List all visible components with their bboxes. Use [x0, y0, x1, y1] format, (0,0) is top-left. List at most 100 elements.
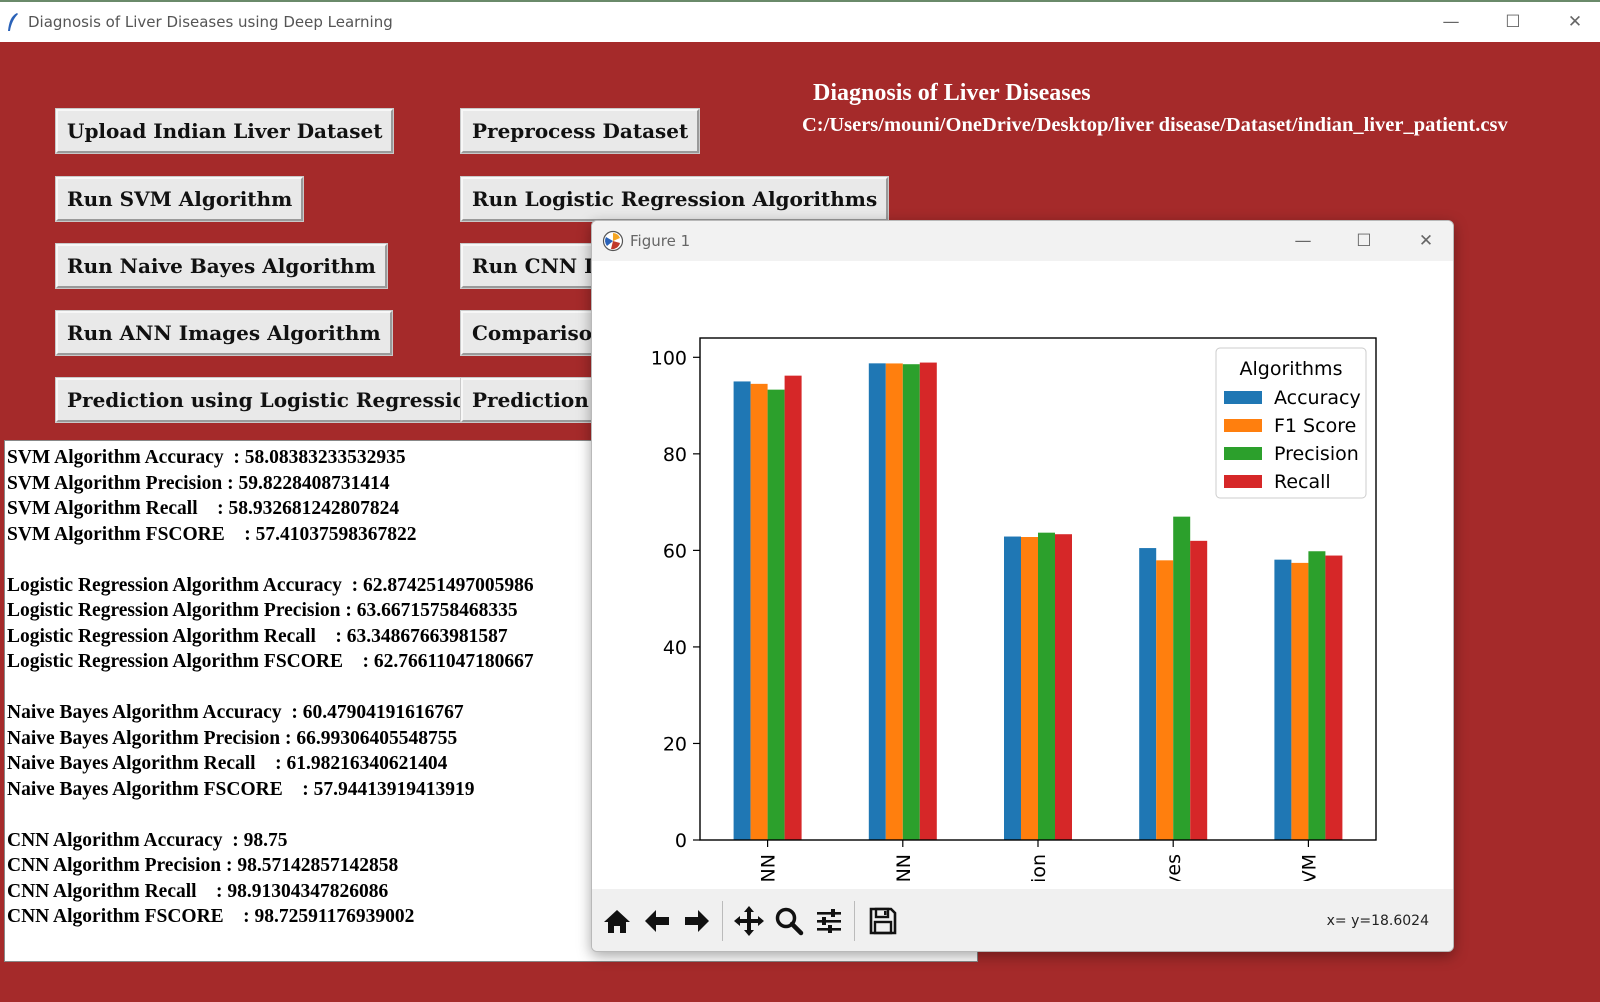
x-tick-label: Bayes [1163, 854, 1185, 881]
x-tick-label: SVM [1298, 854, 1320, 881]
predict-logistic-button[interactable]: Prediction using Logistic Regression [54, 377, 493, 423]
close-icon: ✕ [1418, 231, 1434, 251]
result-line: Naive Bayes Algorithm Recall : 61.982163… [7, 753, 448, 774]
legend-swatch [1224, 391, 1262, 404]
bar [885, 363, 903, 840]
result-line: Logistic Regression Algorithm FSCORE : 6… [7, 651, 534, 672]
result-line: CNN Algorithm Accuracy : 98.75 [7, 829, 288, 851]
maximize-icon: ☐ [1356, 231, 1372, 251]
figure-close-button[interactable]: ✕ [1397, 221, 1453, 261]
result-line: SVM Algorithm Accuracy : 58.083832335329… [7, 447, 406, 468]
back-button[interactable] [638, 901, 676, 941]
y-tick-label: 40 [663, 637, 687, 659]
preprocess-button[interactable]: Preprocess Dataset [459, 108, 701, 154]
minimize-icon: — [1294, 231, 1312, 251]
zoom-icon [775, 907, 804, 936]
bar [1274, 559, 1292, 840]
configure-icon [817, 909, 841, 933]
bar [1190, 540, 1208, 840]
bar [1156, 560, 1174, 840]
bar [919, 362, 937, 840]
bar [1308, 551, 1326, 840]
result-line: SVM Algorithm Precision : 59.82284087314… [7, 472, 390, 494]
result-line: Logistic Regression Algorithm Precision … [7, 600, 518, 621]
result-line: CNN Algorithm Precision : 98.57142857142… [7, 855, 399, 876]
page-title: Diagnosis of Liver Diseases [813, 80, 1091, 106]
home-button[interactable] [598, 901, 636, 941]
y-tick-label: 100 [651, 347, 687, 369]
figure-titlebar: Figure 1 — ☐ ✕ [592, 221, 1453, 261]
save-figure-button[interactable] [864, 901, 902, 941]
result-line: Logistic Regression Algorithm Recall : 6… [7, 625, 508, 647]
figure-minimize-button[interactable]: — [1274, 221, 1332, 261]
toolbar-divider [854, 901, 855, 941]
matplotlib-icon [602, 230, 624, 252]
back-arrow-icon [645, 910, 669, 932]
y-tick-label: 0 [675, 830, 687, 852]
bar [868, 363, 886, 840]
legend-swatch [1224, 419, 1262, 432]
legend-label: Precision [1274, 443, 1359, 465]
y-tick-label: 60 [663, 540, 687, 562]
result-line: SVM Algorithm FSCORE : 57.41037598367822 [7, 523, 417, 545]
forward-button[interactable] [678, 901, 716, 941]
figure-maximize-button[interactable]: ☐ [1335, 221, 1393, 261]
legend-label: F1 Score [1274, 415, 1356, 437]
x-tick-label: ession [1028, 854, 1050, 881]
bar [733, 381, 751, 840]
figure-window: Figure 1 — ☐ ✕ 0 20 40 60 80 100 ANN CNN ession B… [591, 220, 1454, 952]
result-line: CNN Algorithm FSCORE : 98.72591176939002 [7, 906, 415, 927]
result-line: Logistic Regression Algorithm Accuracy :… [7, 574, 534, 596]
maximize-icon: ☐ [1505, 12, 1521, 32]
zoom-button[interactable] [770, 901, 808, 941]
bar [1021, 537, 1038, 840]
dataset-path: C:/Users/mouni/OneDrive/Desktop/liver di… [802, 114, 1508, 136]
run-ann-button[interactable]: Run ANN Images Algorithm [55, 310, 393, 356]
bar [1055, 534, 1072, 840]
home-icon [604, 910, 630, 933]
bar [1173, 516, 1191, 840]
x-tick-label: ANN [758, 854, 780, 881]
configure-subplots-button[interactable] [810, 901, 848, 941]
toolbar-divider [722, 901, 723, 941]
bar [1325, 555, 1343, 840]
upload-dataset-button[interactable]: Upload Indian Liver Dataset [54, 108, 395, 154]
bar [1139, 548, 1157, 840]
bar [750, 383, 768, 840]
save-icon [869, 907, 897, 935]
result-line: SVM Algorithm Recall : 58.93268124280782… [7, 498, 400, 519]
pan-button[interactable] [730, 901, 768, 941]
legend-swatch [1224, 475, 1262, 488]
figure-title: Figure 1 [630, 232, 691, 250]
run-logistic-button[interactable]: Run Logistic Regression Algorithms [459, 176, 890, 222]
forward-arrow-icon [685, 910, 709, 932]
close-button[interactable]: ✕ [1544, 2, 1600, 42]
run-naive-bayes-button[interactable]: Run Naive Bayes Algorithm [55, 243, 388, 289]
figure-toolbar: x= y=18.6024 [592, 889, 1453, 951]
minimize-icon: — [1442, 12, 1460, 32]
minimize-button[interactable]: — [1420, 2, 1482, 42]
plot-canvas[interactable]: 0 20 40 60 80 100 ANN CNN ession Bayes SVM Algorith… [592, 261, 1453, 914]
run-svm-button[interactable]: Run SVM Algorithm [54, 176, 305, 222]
result-line: Naive Bayes Algorithm Precision : 66.993… [7, 727, 458, 749]
legend-label: Accuracy [1274, 387, 1361, 409]
maximize-button[interactable]: ☐ [1482, 2, 1544, 42]
window-title: Diagnosis of Liver Diseases using Deep L… [28, 13, 393, 31]
feather-icon [8, 13, 18, 31]
bar [1004, 536, 1021, 840]
y-tick-label: 20 [663, 733, 687, 755]
coordinate-readout: x= y=18.6024 [1326, 913, 1429, 929]
result-line: Naive Bayes Algorithm FSCORE : 57.944139… [7, 778, 475, 800]
window-titlebar: Diagnosis of Liver Diseases using Deep L… [0, 0, 1600, 42]
legend-label: Recall [1274, 471, 1331, 493]
bar [767, 389, 785, 840]
legend-title: Algorithms [1240, 358, 1343, 380]
bar [1038, 532, 1055, 840]
result-line: Naive Bayes Algorithm Accuracy : 60.4790… [7, 702, 464, 723]
y-tick-label: 80 [663, 444, 687, 466]
bar [784, 375, 802, 840]
x-tick-label: CNN [893, 854, 915, 881]
result-line: CNN Algorithm Recall : 98.91304347826086 [7, 880, 389, 902]
legend-box [1215, 347, 1367, 499]
bar [1291, 562, 1309, 840]
